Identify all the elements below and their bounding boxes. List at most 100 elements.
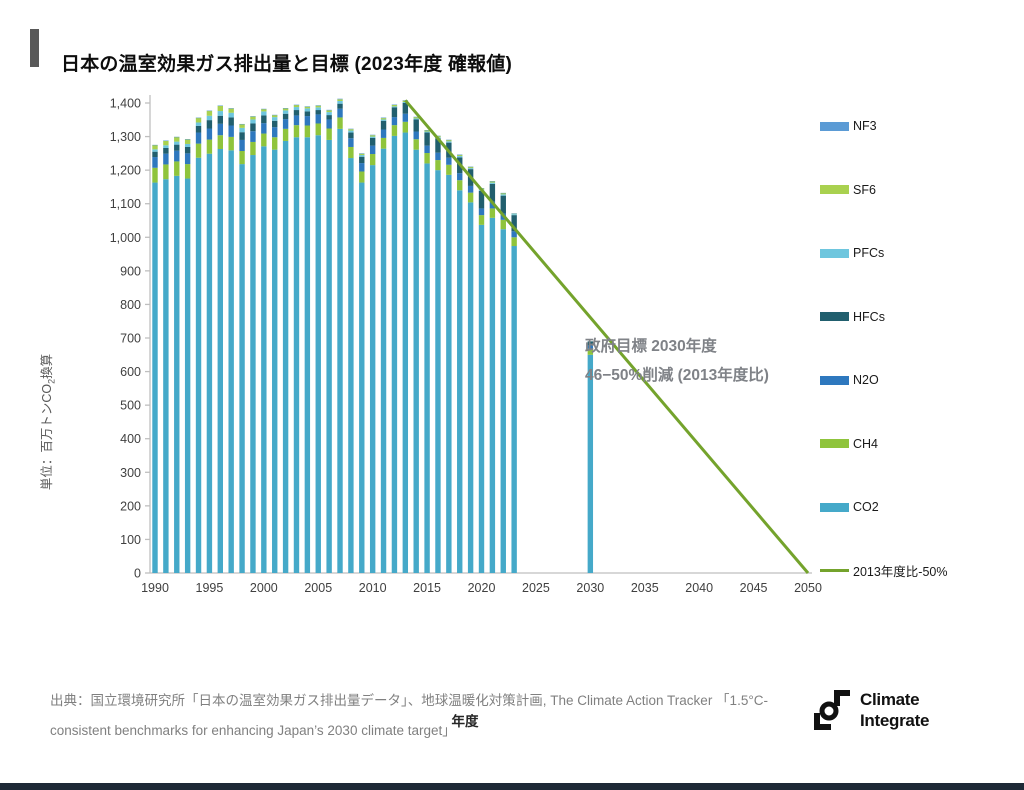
segment-PFCs (293, 107, 300, 111)
segment-SF6 (315, 105, 321, 108)
segment-HFCs (195, 125, 202, 133)
bar-2013 (402, 100, 409, 574)
segment-HFCs (217, 115, 223, 124)
segment-PFCs (467, 168, 474, 170)
svg-text:2020: 2020 (468, 581, 496, 595)
segment-PFCs (195, 122, 202, 126)
legend-label: CO2 (853, 500, 879, 514)
segment-SF6 (457, 154, 463, 157)
segment-CH4 (272, 137, 278, 150)
segment-HFCs (402, 103, 409, 114)
segment-HFCs (489, 183, 496, 202)
segment-SF6 (217, 105, 223, 112)
legend-line-swatch (820, 569, 849, 572)
segment-CO2 (163, 179, 169, 573)
segment-NF3 (380, 117, 387, 119)
annotation-line1: 政府目標 2030年度 (585, 338, 717, 355)
segment-CH4 (380, 137, 387, 149)
segment-SF6 (304, 106, 311, 109)
bar-1994 (195, 117, 202, 573)
segment-SF6 (500, 192, 506, 195)
segment-HFCs (391, 107, 398, 118)
segment-NF3 (435, 135, 441, 137)
segment-PFCs (348, 130, 354, 133)
segment-HFCs (228, 117, 234, 126)
segment-SF6 (293, 105, 300, 108)
segment-N2O (293, 115, 300, 126)
segment-PFCs (174, 141, 180, 145)
segment-PFCs (315, 107, 321, 111)
segment-CH4 (228, 136, 234, 151)
svg-text:2005: 2005 (304, 581, 332, 595)
segment-SF6 (489, 181, 496, 183)
svg-text:2030: 2030 (576, 581, 604, 595)
segment-CH4 (435, 160, 441, 171)
segment-HFCs (282, 113, 289, 120)
segment-SF6 (250, 116, 256, 120)
bar-2019 (467, 166, 474, 573)
svg-text:500: 500 (120, 399, 141, 413)
segment-HFCs (293, 110, 300, 116)
segment-PFCs (424, 131, 430, 133)
segment-CH4 (315, 123, 321, 136)
segment-HFCs (304, 111, 311, 117)
svg-text:1,200: 1,200 (110, 164, 141, 178)
segment-CO2 (228, 150, 234, 573)
segment-HFCs (163, 147, 169, 154)
page-title: 日本の温室効果ガス排出量と目標 (2023年度 確報値) (61, 53, 513, 75)
segment-CO2 (261, 146, 267, 574)
segment-CO2 (293, 137, 300, 573)
bar-2015 (424, 129, 430, 573)
bar-1998 (239, 123, 245, 573)
segment-N2O (391, 117, 398, 126)
climate-integrate-logo-text: Climate Integrate (860, 690, 930, 730)
svg-text:1,300: 1,300 (110, 130, 141, 144)
segment-NF3 (489, 181, 496, 182)
segment-CO2 (478, 224, 485, 573)
segment-CH4 (184, 164, 191, 179)
segment-SF6 (413, 117, 419, 119)
segment-NF3 (337, 98, 343, 100)
annotation-line2: 46−50%削減 (2013年度比) (585, 367, 769, 384)
segment-PFCs (446, 141, 452, 143)
segment-HFCs (250, 123, 256, 132)
bar-2021 (489, 181, 496, 574)
segment-NF3 (174, 136, 180, 138)
segment-NF3 (348, 128, 354, 130)
segment-CH4 (239, 151, 245, 165)
segment-CH4 (413, 139, 419, 150)
segment-NF3 (304, 106, 311, 107)
segment-CH4 (217, 135, 223, 149)
segment-CO2 (391, 135, 398, 573)
emissions-chart: 0 100 200 300 400 500 600 700 800 900 1,000 1,100 1,… (0, 85, 1024, 650)
svg-text:2025: 2025 (522, 581, 550, 595)
source-line1: 出典：国立環境研究所「日本の温室効果ガス排出量データ」、地球温暖化対策計画, T… (50, 693, 768, 708)
bar-2012 (391, 104, 398, 573)
segment-SF6 (359, 153, 365, 156)
segment-CH4 (467, 192, 474, 203)
legend-item-PFCs: PFCs (820, 246, 884, 260)
segment-SF6 (206, 110, 213, 116)
segment-SF6 (337, 99, 343, 101)
legend-color-swatch (820, 185, 849, 194)
segment-CH4 (511, 237, 517, 247)
segment-HFCs (261, 115, 267, 124)
segment-NF3 (217, 105, 223, 107)
segment-N2O (457, 173, 463, 181)
segment-CO2 (152, 182, 158, 574)
svg-text:300: 300 (120, 466, 141, 480)
segment-NF3 (413, 116, 419, 118)
segment-CH4 (337, 117, 343, 129)
svg-text:1,000: 1,000 (110, 231, 141, 245)
segment-CH4 (174, 161, 180, 176)
segment-NF3 (239, 123, 245, 125)
segment-CO2 (500, 229, 506, 573)
segment-PFCs (206, 115, 213, 121)
legend-item-SF6: SF6 (820, 183, 876, 197)
government-target-annotation: 政府目標 2030年度 46−50%削減 (2013年度比) (585, 332, 769, 390)
svg-text:900: 900 (120, 264, 141, 278)
segment-NF3 (261, 108, 267, 110)
footer-bar (0, 783, 1024, 790)
legend-label: NF3 (853, 119, 877, 133)
segment-CO2 (250, 155, 256, 573)
